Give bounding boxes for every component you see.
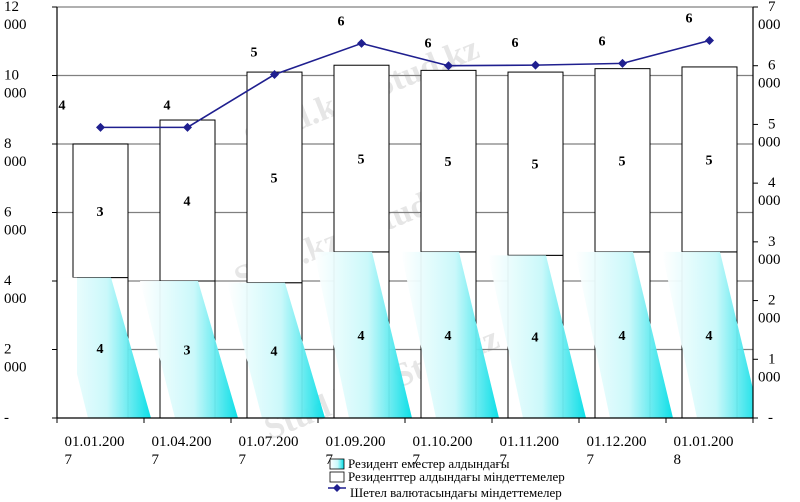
- bar-shade: [401, 251, 499, 418]
- bar-bottom-label: 4: [358, 329, 365, 344]
- left-tick-label: 2 000: [4, 342, 27, 376]
- right-tick-label: 1 000: [758, 351, 781, 385]
- bar-bottom-label: 4: [619, 329, 626, 344]
- bar-top-segment: [594, 68, 651, 253]
- line-label: 6: [425, 37, 432, 52]
- right-tick-label: 3 000: [758, 234, 781, 268]
- bar-bottom-label: 4: [532, 331, 539, 346]
- bar-top-label: 4: [184, 195, 191, 210]
- left-tick-label: 12 000: [4, 0, 27, 33]
- category-label: 01.09.200 7: [326, 434, 386, 468]
- plot-area: [57, 64, 753, 418]
- right-tick-label: -: [768, 410, 773, 426]
- bar-bottom-label: 4: [97, 342, 104, 357]
- category-label: 01.12.200 7: [587, 434, 647, 468]
- line-label: 4: [164, 98, 171, 113]
- line-label: 6: [599, 34, 606, 49]
- bar-shade: [662, 251, 753, 418]
- legend-swatch: [329, 458, 345, 470]
- right-tick-label: 4 000: [758, 175, 781, 209]
- category-label: 01.04.200 7: [152, 434, 212, 468]
- legend-label: Шетел валютасындағы міндеттемелер: [350, 485, 562, 500]
- right-tick-label: 5 000: [758, 116, 781, 150]
- bar-shade: [140, 281, 238, 418]
- category-label: 01.10.200 7: [413, 434, 473, 468]
- data-labels: 4 3 4 3 4 4 4 5 5 4 5 6 4 5 6 4 5 6 4 5 6 4 5 6: [59, 11, 713, 359]
- left-axis-ticks: 12 000 10 000 8 000 6 000 4 000 2 000 -: [4, 0, 57, 426]
- legend-marker: [333, 484, 341, 492]
- bar-top-segment: [159, 119, 216, 282]
- line-point: [531, 60, 540, 70]
- category-label: 01.07.200 7: [239, 434, 299, 468]
- bar-top-segment: [681, 66, 738, 253]
- bar-bottom-label: 3: [184, 344, 191, 359]
- right-tick-label: 6 000: [758, 58, 781, 92]
- line-label: 6: [512, 36, 519, 51]
- bar-top-label: 5: [271, 171, 278, 186]
- line-label: 6: [686, 11, 693, 26]
- line-label: 4: [59, 98, 66, 113]
- legend-label: Резидент емес­тер алдындағы: [348, 456, 510, 471]
- bar-top-segment: [246, 71, 303, 284]
- line-series: [96, 35, 714, 132]
- line-label: 5: [251, 46, 258, 61]
- right-tick-label: 2 000: [758, 293, 781, 327]
- bar-bottom-label: 4: [271, 344, 278, 359]
- category-label: 01.01.200 8: [674, 434, 734, 468]
- bar-top-segment: [420, 69, 477, 253]
- bar-top-label: 5: [445, 155, 452, 170]
- category-labels: 01.01.200 7 01.04.200 7 01.07.200 7 01.09.200 7…: [65, 434, 734, 468]
- left-tick-label: 6 000: [4, 205, 27, 239]
- left-tick-label: -: [4, 410, 9, 426]
- line-path: [100, 39, 710, 129]
- bar-top-label: 5: [532, 158, 539, 173]
- left-tick-label: 10 000: [4, 68, 27, 102]
- line-point: [444, 61, 453, 71]
- bar-shade: [57, 277, 151, 418]
- right-tick-label: 7 000: [758, 0, 781, 33]
- bar-top-label: 5: [706, 153, 713, 168]
- bar-top-label: 3: [97, 205, 104, 220]
- right-axis-ticks: 7 000 6 000 5 000 4 000 3 000 2 000 1 000 -: [753, 0, 781, 426]
- bar-shade: [575, 251, 673, 418]
- bar-bottom-label: 4: [706, 329, 713, 344]
- bar-top-segment: [72, 143, 129, 279]
- category-label: 01.11.200 7: [500, 434, 559, 468]
- legend-label: Резиденттер алдындағы міндеттемелер: [348, 469, 565, 484]
- left-tick-label: 4 000: [4, 273, 27, 307]
- bar-bottom-label: 4: [445, 329, 452, 344]
- legend-swatch: [329, 471, 345, 483]
- line-point: [618, 58, 627, 68]
- edge-shade: [57, 277, 77, 418]
- line-point: [183, 122, 192, 132]
- category-label: 01.01.200 7: [65, 434, 125, 468]
- line-point: [705, 35, 714, 45]
- bar-top-label: 5: [619, 154, 626, 169]
- bar-shade: [227, 282, 325, 418]
- line-label: 6: [338, 14, 345, 29]
- bar-top-label: 5: [358, 153, 365, 168]
- line-point: [96, 122, 105, 132]
- bar-shade: [488, 255, 586, 418]
- bar-shade: [314, 251, 412, 418]
- line-point: [270, 70, 279, 80]
- bar-top-segment: [333, 64, 390, 253]
- line-point: [357, 38, 366, 48]
- left-tick-label: 8 000: [4, 136, 27, 170]
